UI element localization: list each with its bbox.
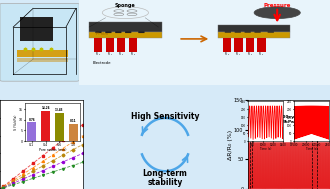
FancyBboxPatch shape	[0, 3, 79, 81]
FancyBboxPatch shape	[223, 38, 231, 52]
Text: Sponge: Sponge	[115, 3, 136, 9]
Text: R$_{c0}$: R$_{c0}$	[224, 51, 230, 58]
FancyBboxPatch shape	[89, 32, 162, 38]
FancyBboxPatch shape	[138, 31, 145, 33]
FancyBboxPatch shape	[246, 38, 254, 52]
Text: 13000cycles
5kPa: 13000cycles 5kPa	[273, 115, 304, 124]
FancyBboxPatch shape	[125, 31, 131, 33]
FancyBboxPatch shape	[234, 38, 243, 52]
FancyBboxPatch shape	[20, 17, 53, 41]
Text: R$_{c2}$: R$_{c2}$	[118, 51, 124, 58]
FancyBboxPatch shape	[225, 31, 231, 33]
FancyBboxPatch shape	[79, 0, 330, 85]
Text: R$_{c3}$: R$_{c3}$	[258, 51, 264, 58]
FancyBboxPatch shape	[235, 31, 241, 33]
Text: Electrode: Electrode	[93, 61, 112, 65]
Text: R$_{c1}$: R$_{c1}$	[235, 51, 241, 58]
FancyBboxPatch shape	[16, 57, 68, 62]
Text: stability: stability	[147, 178, 183, 187]
FancyBboxPatch shape	[129, 38, 137, 52]
FancyBboxPatch shape	[254, 31, 261, 33]
Text: High Sensitivity: High Sensitivity	[131, 112, 199, 121]
FancyBboxPatch shape	[218, 32, 290, 38]
FancyBboxPatch shape	[106, 38, 114, 52]
FancyBboxPatch shape	[218, 25, 290, 32]
FancyBboxPatch shape	[105, 31, 112, 33]
FancyBboxPatch shape	[268, 31, 274, 33]
Text: R$_{c0}$: R$_{c0}$	[95, 51, 101, 58]
Text: R$_{c3}$: R$_{c3}$	[130, 51, 136, 58]
FancyBboxPatch shape	[117, 38, 125, 52]
Y-axis label: ΔR/R₀ (%): ΔR/R₀ (%)	[228, 129, 233, 160]
Circle shape	[254, 7, 300, 19]
Text: Long-term: Long-term	[143, 169, 187, 177]
FancyBboxPatch shape	[115, 31, 121, 33]
FancyBboxPatch shape	[95, 31, 102, 33]
Text: R$_{c2}$: R$_{c2}$	[247, 51, 253, 58]
FancyBboxPatch shape	[245, 31, 251, 33]
FancyBboxPatch shape	[257, 38, 266, 52]
FancyBboxPatch shape	[16, 50, 68, 57]
Text: PI film: PI film	[96, 32, 109, 36]
Text: R$_{c1}$: R$_{c1}$	[107, 51, 113, 58]
FancyBboxPatch shape	[94, 38, 102, 52]
Text: Pressure: Pressure	[264, 3, 291, 9]
FancyBboxPatch shape	[89, 22, 162, 32]
